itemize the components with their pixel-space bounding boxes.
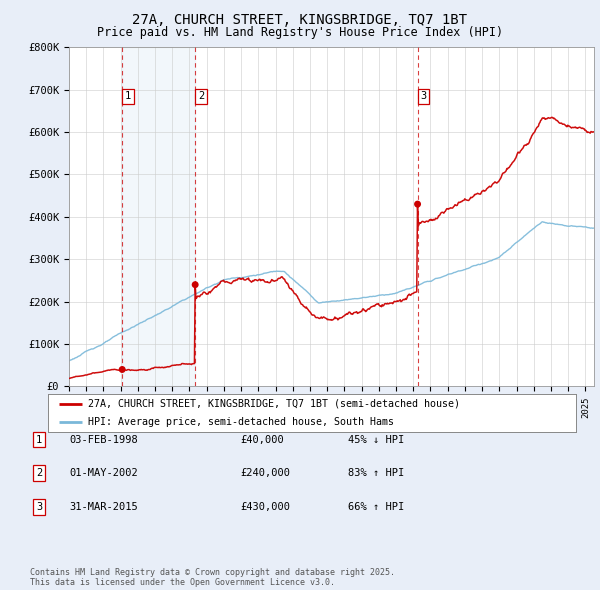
Text: 1: 1	[36, 435, 42, 444]
Point	[190, 280, 200, 290]
Point	[118, 365, 127, 374]
Text: 83% ↑ HPI: 83% ↑ HPI	[348, 468, 404, 478]
Text: 3: 3	[36, 502, 42, 512]
Text: 1: 1	[125, 91, 131, 101]
Text: 2: 2	[198, 91, 204, 101]
Bar	[122, 47, 195, 386]
Text: 3: 3	[420, 91, 427, 101]
Text: 31-MAR-2015: 31-MAR-2015	[69, 502, 138, 512]
Text: 45% ↓ HPI: 45% ↓ HPI	[348, 435, 404, 444]
Text: HPI: Average price, semi-detached house, South Hams: HPI: Average price, semi-detached house,…	[88, 417, 394, 427]
Text: 03-FEB-1998: 03-FEB-1998	[69, 435, 138, 444]
Text: £240,000: £240,000	[240, 468, 290, 478]
Text: £430,000: £430,000	[240, 502, 290, 512]
Text: 01-MAY-2002: 01-MAY-2002	[69, 468, 138, 478]
Text: 66% ↑ HPI: 66% ↑ HPI	[348, 502, 404, 512]
Text: 2: 2	[36, 468, 42, 478]
Text: 27A, CHURCH STREET, KINGSBRIDGE, TQ7 1BT (semi-detached house): 27A, CHURCH STREET, KINGSBRIDGE, TQ7 1BT…	[88, 399, 460, 409]
Text: £40,000: £40,000	[240, 435, 284, 444]
Text: Price paid vs. HM Land Registry's House Price Index (HPI): Price paid vs. HM Land Registry's House …	[97, 26, 503, 39]
Text: Contains HM Land Registry data © Crown copyright and database right 2025.
This d: Contains HM Land Registry data © Crown c…	[30, 568, 395, 587]
Point	[413, 199, 422, 209]
Text: 27A, CHURCH STREET, KINGSBRIDGE, TQ7 1BT: 27A, CHURCH STREET, KINGSBRIDGE, TQ7 1BT	[133, 13, 467, 27]
